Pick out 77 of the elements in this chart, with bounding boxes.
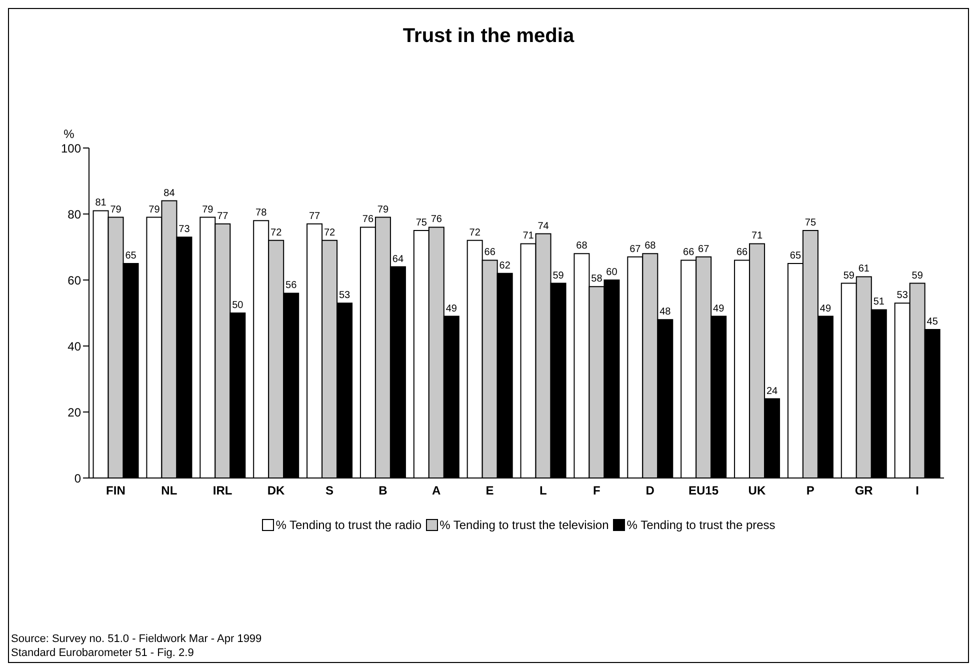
data-label: 72 [324, 227, 336, 238]
data-label: 66 [484, 247, 496, 258]
legend-label: % Tending to trust the press [626, 518, 776, 532]
y-tick-label: 100 [60, 141, 82, 156]
data-label: 68 [644, 240, 656, 252]
data-label: 45 [926, 316, 938, 328]
data-label: 71 [522, 230, 534, 242]
legend-label: % Tending to trust the television [438, 518, 609, 532]
data-label: 77 [217, 210, 229, 222]
x-tick-label: DK [267, 484, 286, 498]
data-label: 49 [713, 303, 725, 314]
data-label: 24 [766, 386, 778, 397]
x-tick-label: A [432, 484, 442, 498]
legend-label: % Tending to trust the radio [274, 518, 422, 532]
data-label: 84 [164, 188, 176, 199]
data-label: 65 [790, 250, 802, 262]
data-label: 53 [896, 290, 908, 302]
x-tick-label: FIN [106, 484, 126, 498]
x-tick-label: E [486, 484, 494, 498]
data-label: 72 [270, 227, 282, 238]
data-label: 73 [178, 224, 190, 236]
data-label: 74 [538, 220, 550, 232]
data-label: 75 [416, 218, 428, 228]
data-label: 79 [110, 204, 122, 216]
source-note: Source: Survey no. 51.0 - Fieldwork Mar - Apr 1999 [11, 632, 262, 646]
data-label: 71 [751, 230, 764, 242]
data-label: 77 [308, 210, 321, 222]
data-label: 56 [286, 280, 298, 292]
y-tick-label: 40 [68, 339, 82, 354]
x-tick-label: P [806, 484, 814, 498]
x-tick-label: S [325, 484, 334, 498]
x-tick-label: NL [161, 484, 178, 498]
x-tick-label: IRL [212, 484, 232, 498]
data-label: 62 [499, 260, 511, 272]
data-label: 64 [392, 254, 404, 265]
data-label: 76 [430, 214, 442, 226]
data-label: 75 [804, 218, 816, 228]
data-label: 58 [591, 274, 603, 285]
data-label: 66 [736, 247, 748, 258]
data-label: 72 [469, 227, 481, 238]
chart-title: Trust in the media [402, 25, 576, 48]
y-tick-label: 60 [68, 273, 82, 288]
data-label: 79 [377, 204, 389, 216]
y-axis-title: % [64, 127, 75, 141]
data-label: 68 [576, 240, 588, 252]
data-label: 59 [552, 270, 564, 282]
data-label: 49 [446, 303, 458, 314]
data-label: 78 [256, 208, 268, 219]
x-tick-label: I [916, 484, 919, 498]
x-tick-label: F [592, 484, 600, 498]
data-label: 79 [202, 204, 214, 216]
data-label: 59 [912, 270, 924, 282]
data-label: 53 [338, 290, 351, 302]
data-label: 48 [660, 306, 672, 318]
data-label: 51 [873, 296, 885, 308]
data-label: 67 [630, 244, 642, 255]
y-tick-label: 20 [68, 405, 82, 420]
text: Standard Eurobarometer 51 - Fig. 2.9 [11, 646, 195, 660]
data-label: 60 [606, 267, 618, 278]
x-tick-label: B [378, 484, 388, 498]
x-tick-label: EU15 [688, 484, 719, 498]
data-label: 76 [362, 214, 374, 226]
data-label: 59 [843, 270, 855, 282]
x-tick-label: UK [748, 484, 766, 498]
y-tick-label: 0 [74, 471, 82, 486]
x-tick-label: GR [854, 484, 874, 498]
data-label: 50 [232, 300, 244, 311]
x-tick-label: L [540, 484, 547, 498]
data-label: 61 [858, 264, 870, 275]
data-label: 79 [148, 204, 160, 216]
data-label: 67 [698, 244, 710, 255]
x-tick-label: D [646, 484, 655, 498]
data-label: 65 [125, 250, 137, 262]
y-tick-label: 80 [68, 207, 82, 222]
data-label: 49 [820, 303, 832, 314]
data-label: 81 [95, 198, 107, 209]
data-label: 66 [683, 247, 695, 258]
